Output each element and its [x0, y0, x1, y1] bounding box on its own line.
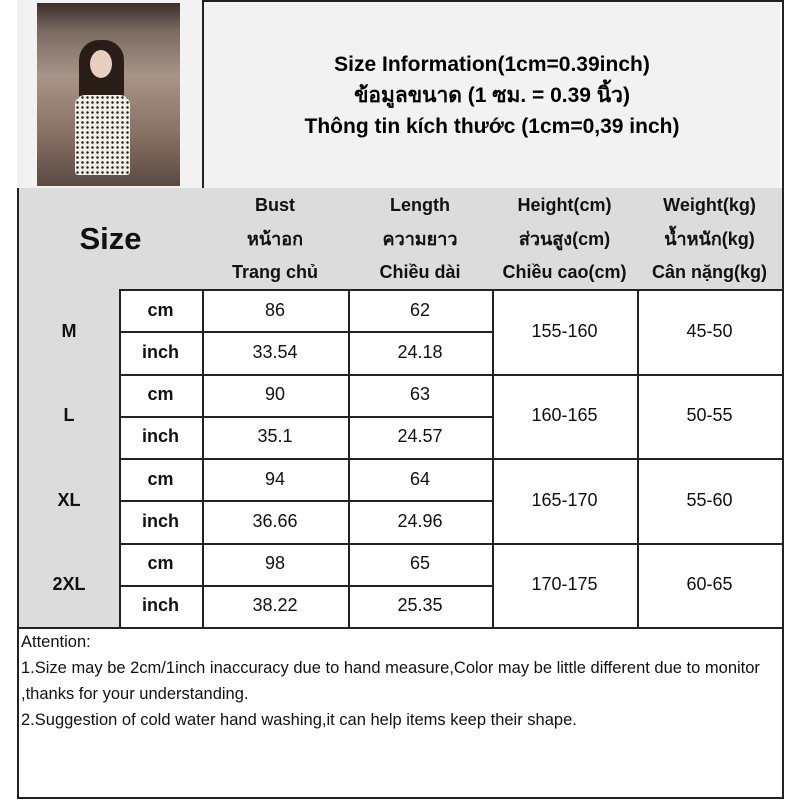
unit-inch: inch [119, 331, 204, 376]
length-inch: 24.96 [348, 500, 494, 545]
column-header-en: Weight(kg) [637, 188, 784, 224]
length-inch: 24.18 [348, 331, 494, 376]
unit-cm: cm [119, 373, 204, 418]
unit-inch: inch [119, 584, 204, 629]
bust-inch: 36.66 [202, 500, 350, 545]
weight-range: 50-55 [637, 373, 784, 460]
title-en: Size Information(1cm=0.39inch) [334, 52, 650, 76]
size-label: XL [17, 458, 121, 545]
column-header-en: Bust [202, 188, 350, 224]
bust-inch: 33.54 [202, 331, 350, 376]
length-inch: 24.57 [348, 415, 494, 460]
attention-notes: Attention: 1.Size may be 2cm/1inch inacc… [21, 629, 779, 733]
column-header-th: ส่วนสูง(cm) [492, 222, 639, 257]
length-cm: 64 [348, 458, 494, 502]
weight-range: 45-50 [637, 289, 784, 376]
attention-heading: Attention: [21, 633, 91, 651]
unit-cm: cm [119, 542, 204, 587]
height-range: 170-175 [492, 542, 639, 629]
weight-range: 60-65 [637, 542, 784, 629]
size-info-title: Size Information(1cm=0.39inch) ข้อมูลขนา… [204, 2, 780, 188]
bust-cm: 98 [202, 542, 350, 587]
column-header-vi: Chiều dài [348, 255, 494, 291]
size-label: L [17, 373, 121, 460]
column-header-en: Height(cm) [492, 188, 639, 224]
unit-inch: inch [119, 500, 204, 545]
attention-note-2: 2.Suggestion of cold water hand washing,… [21, 711, 577, 729]
unit-cm: cm [119, 289, 204, 333]
bust-inch: 35.1 [202, 415, 350, 460]
size-label: 2XL [17, 542, 121, 629]
column-header-vi: Trang chủ [202, 255, 350, 291]
height-range: 160-165 [492, 373, 639, 460]
unit-cm: cm [119, 458, 204, 502]
weight-range: 55-60 [637, 458, 784, 545]
bust-cm: 90 [202, 373, 350, 418]
size-label: M [17, 289, 121, 376]
title-th: ข้อมูลขนาด (1 ซม. = 0.39 นิ้ว) [354, 83, 630, 107]
attention-note-1: 1.Size may be 2cm/1inch inaccuracy due t… [21, 659, 760, 703]
column-header-vi: Cân nặng(kg) [637, 255, 784, 291]
column-header-th: ความยาว [348, 222, 494, 257]
height-range: 165-170 [492, 458, 639, 545]
bust-cm: 94 [202, 458, 350, 502]
length-cm: 62 [348, 289, 494, 333]
size-header: Size [17, 188, 204, 291]
length-inch: 25.35 [348, 584, 494, 629]
title-vi: Thông tin kích thước (1cm=0,39 inch) [304, 114, 680, 138]
column-header-vi: Chiều cao(cm) [492, 255, 639, 291]
product-photo [17, 0, 204, 190]
height-range: 155-160 [492, 289, 639, 376]
length-cm: 63 [348, 373, 494, 418]
bust-cm: 86 [202, 289, 350, 333]
unit-inch: inch [119, 415, 204, 460]
column-header-th: น้ำหนัก(kg) [637, 222, 784, 257]
column-header-th: หน้าอก [202, 222, 350, 257]
length-cm: 65 [348, 542, 494, 587]
column-header-en: Length [348, 188, 494, 224]
bust-inch: 38.22 [202, 584, 350, 629]
